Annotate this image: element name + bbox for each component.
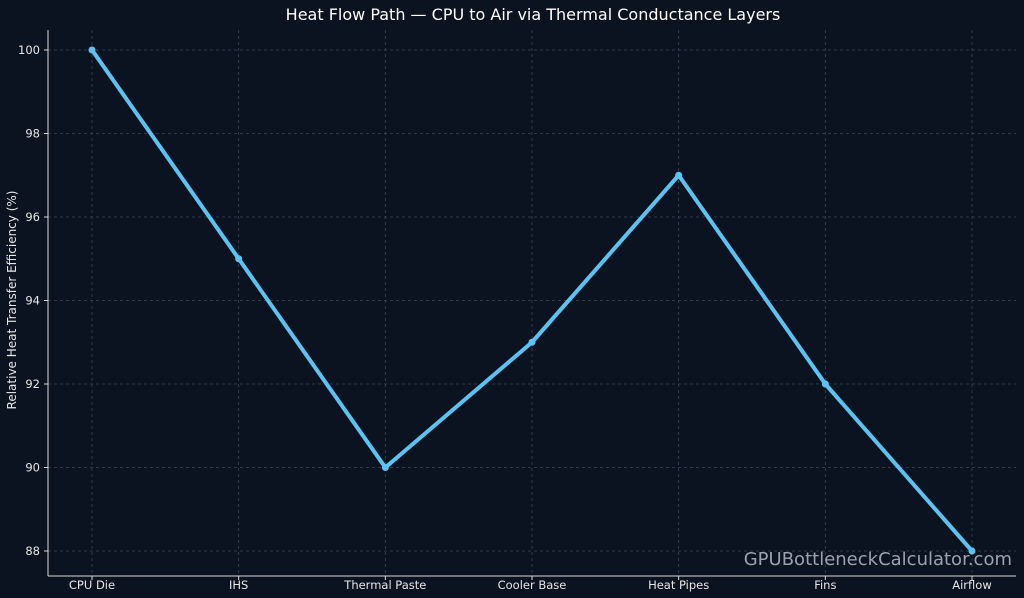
y-tick-label: 90 bbox=[25, 461, 40, 475]
y-tick-label: 100 bbox=[18, 43, 40, 57]
x-tick-label: Fins bbox=[814, 578, 836, 592]
grid bbox=[48, 30, 1016, 576]
watermark-text: GPUBottleneckCalculator.com bbox=[744, 549, 1012, 570]
data-point bbox=[821, 380, 829, 388]
data-point bbox=[88, 46, 96, 54]
tick-labels: CPU Die IHS Thermal Paste Cooler Base Heat P… bbox=[18, 43, 992, 592]
series-layer bbox=[88, 46, 976, 555]
y-tick-label: 98 bbox=[25, 127, 40, 141]
y-tick-label: 88 bbox=[25, 544, 40, 558]
data-point bbox=[235, 255, 243, 263]
axes bbox=[44, 30, 1016, 580]
x-tick-label: Heat Pipes bbox=[648, 578, 709, 592]
y-tick-label: 92 bbox=[25, 377, 40, 391]
y-tick-label: 96 bbox=[25, 210, 40, 224]
x-tick-label: IHS bbox=[229, 578, 248, 592]
y-tick-label: 94 bbox=[25, 294, 40, 308]
data-point bbox=[528, 338, 536, 346]
x-tick-label: Cooler Base bbox=[498, 578, 567, 592]
data-point bbox=[968, 547, 976, 555]
data-point bbox=[381, 464, 389, 471]
y-axis-title: Relative Heat Transfer Efficiency (%) bbox=[5, 191, 19, 410]
chart-title: Heat Flow Path — CPU to Air via Thermal … bbox=[286, 5, 781, 24]
x-tick-label: Thermal Paste bbox=[343, 578, 426, 592]
x-tick-label: CPU Die bbox=[69, 578, 115, 592]
x-tick-label: Airflow bbox=[952, 578, 991, 592]
data-point bbox=[675, 171, 683, 179]
